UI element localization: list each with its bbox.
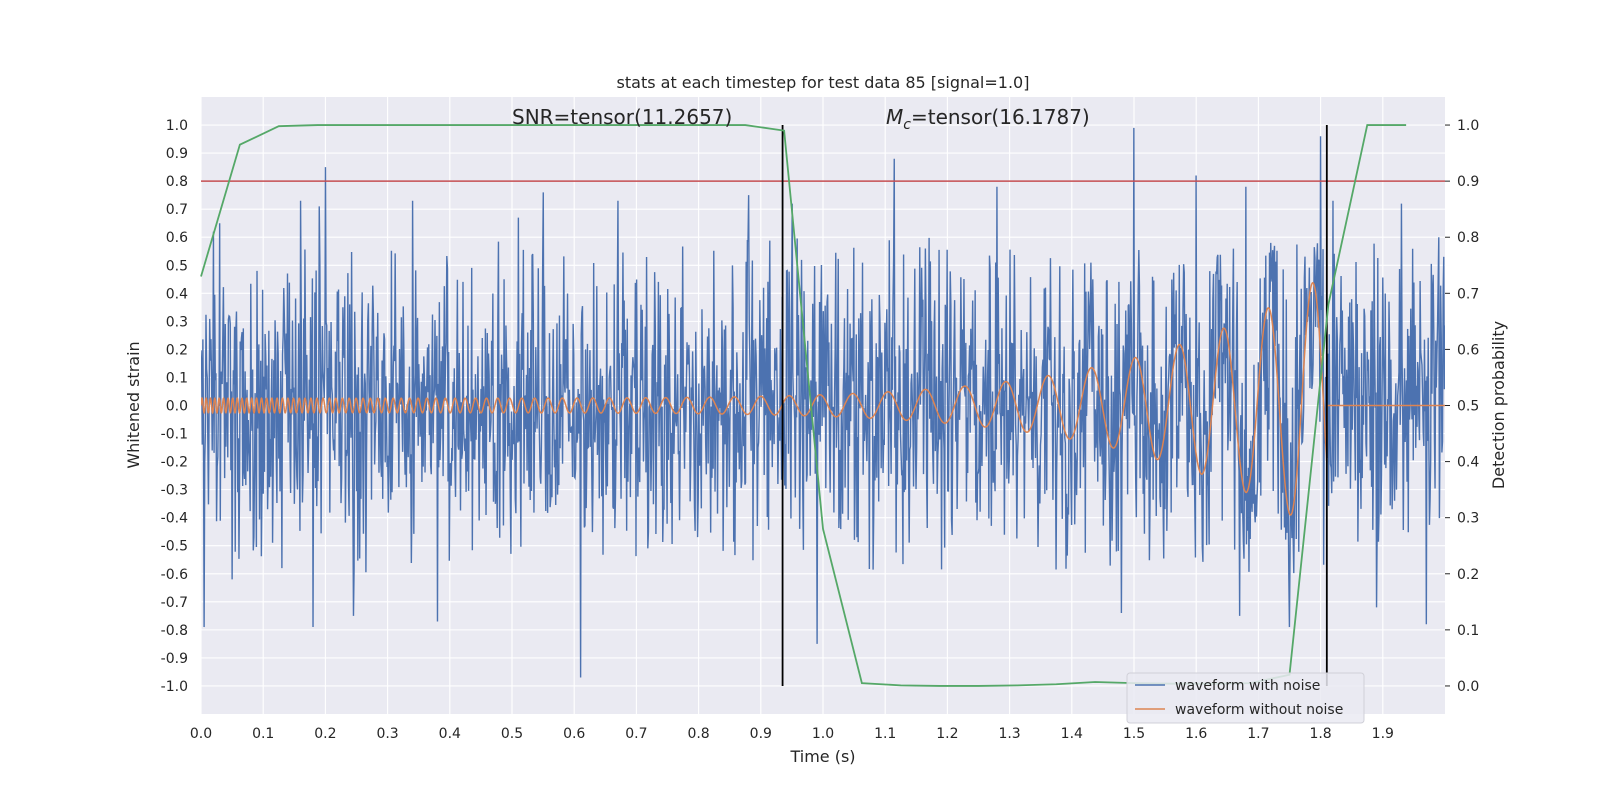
y-tick-label: -0.7 bbox=[161, 595, 188, 611]
x-tick-label: 1.8 bbox=[1309, 726, 1331, 742]
x-tick-label: 0.1 bbox=[252, 726, 274, 742]
legend-box bbox=[1126, 672, 1365, 724]
y-tick-label: -0.5 bbox=[161, 539, 188, 555]
y-tick-label: 1.0 bbox=[166, 118, 188, 134]
y2-tick-label: 0.2 bbox=[1457, 567, 1479, 583]
legend-label-clean: waveform without noise bbox=[1175, 702, 1343, 718]
y-tick-label: 0.3 bbox=[166, 314, 188, 330]
x-tick-label: 1.6 bbox=[1185, 726, 1207, 742]
x-tick-label: 0.4 bbox=[439, 726, 461, 742]
snr-annotation: SNR=tensor(11.2657) bbox=[512, 105, 732, 129]
mc-symbol: M bbox=[886, 105, 903, 129]
x-tick-label: 0.7 bbox=[625, 726, 647, 742]
series-waveform-with-noise bbox=[201, 127, 1445, 678]
y-tick-label: 0.5 bbox=[166, 258, 188, 274]
tick-labels: 0.0 0.1 0.2 0.3 0.4 0.5 0.6 0.7 0.8 0.9 1.0 1.1 1.2 1… bbox=[161, 118, 1480, 742]
y2-tick-label: 0.3 bbox=[1457, 511, 1479, 527]
chart-title: stats at each timestep for test data 85 … bbox=[617, 73, 1030, 92]
y2-tick-label: 0.0 bbox=[1457, 679, 1479, 695]
y-tick-label: -0.2 bbox=[161, 455, 188, 471]
y-axis-label: Whitened strain bbox=[124, 341, 143, 468]
legend-label-noisy: waveform with noise bbox=[1175, 678, 1320, 694]
x-tick-label: 1.4 bbox=[1061, 726, 1083, 742]
x-tick-label: 0.3 bbox=[376, 726, 398, 742]
y2-tick-label: 0.7 bbox=[1457, 286, 1479, 302]
x-tick-label: 0.6 bbox=[563, 726, 585, 742]
x-axis-label: Time (s) bbox=[789, 747, 855, 766]
y-tick-label: -0.4 bbox=[161, 511, 188, 527]
x-tick-label: 0.2 bbox=[314, 726, 336, 742]
x-tick-label: 1.3 bbox=[998, 726, 1020, 742]
x-tick-label: 1.0 bbox=[812, 726, 834, 742]
y-tick-label: 0.0 bbox=[166, 399, 188, 415]
series-layer bbox=[201, 127, 1445, 678]
y2-tick-label: 0.5 bbox=[1457, 399, 1479, 415]
legend: waveform with noise waveform without noi… bbox=[1126, 672, 1365, 724]
x-tick-label: 1.1 bbox=[874, 726, 896, 742]
y-tick-label: 0.9 bbox=[166, 146, 188, 162]
x-tick-label: 0.8 bbox=[687, 726, 709, 742]
y-tick-label: 0.8 bbox=[166, 174, 188, 190]
y2-tick-label: 0.6 bbox=[1457, 342, 1479, 358]
y-tick-label: 0.4 bbox=[166, 286, 188, 302]
x-tick-label: 0.0 bbox=[190, 726, 212, 742]
mc-annotation: Mc=tensor(16.1787) bbox=[886, 105, 1090, 133]
y2-axis-label: Detection probability bbox=[1489, 321, 1508, 489]
y-tick-label: 0.7 bbox=[166, 202, 188, 218]
y2-tick-label: 0.1 bbox=[1457, 623, 1479, 639]
y-tick-label: 0.1 bbox=[166, 370, 188, 386]
y-tick-label: -1.0 bbox=[161, 679, 188, 695]
y-tick-label: -0.8 bbox=[161, 623, 188, 639]
x-tick-label: 0.9 bbox=[750, 726, 772, 742]
y-tick-label: -0.6 bbox=[161, 567, 188, 583]
y-tick-label: 0.6 bbox=[166, 230, 188, 246]
y-tick-label: -0.3 bbox=[161, 483, 188, 499]
y2-tick-label: 0.9 bbox=[1457, 174, 1479, 190]
y-tick-label: 0.2 bbox=[166, 342, 188, 358]
series-waveform-without-noise bbox=[201, 282, 1445, 516]
mc-value: =tensor(16.1787) bbox=[911, 105, 1090, 129]
y-tick-label: -0.9 bbox=[161, 651, 188, 667]
x-tick-label: 1.7 bbox=[1247, 726, 1269, 742]
y2-tick-label: 1.0 bbox=[1457, 118, 1479, 134]
x-tick-label: 1.9 bbox=[1372, 726, 1394, 742]
x-tick-label: 0.5 bbox=[501, 726, 523, 742]
y2-tick-label: 0.8 bbox=[1457, 230, 1479, 246]
y2-tick-label: 0.4 bbox=[1457, 455, 1479, 471]
x-tick-label: 1.5 bbox=[1123, 726, 1145, 742]
x-tick-label: 1.2 bbox=[936, 726, 958, 742]
mc-subscript: c bbox=[903, 117, 911, 133]
y-tick-label: -0.1 bbox=[161, 427, 188, 443]
